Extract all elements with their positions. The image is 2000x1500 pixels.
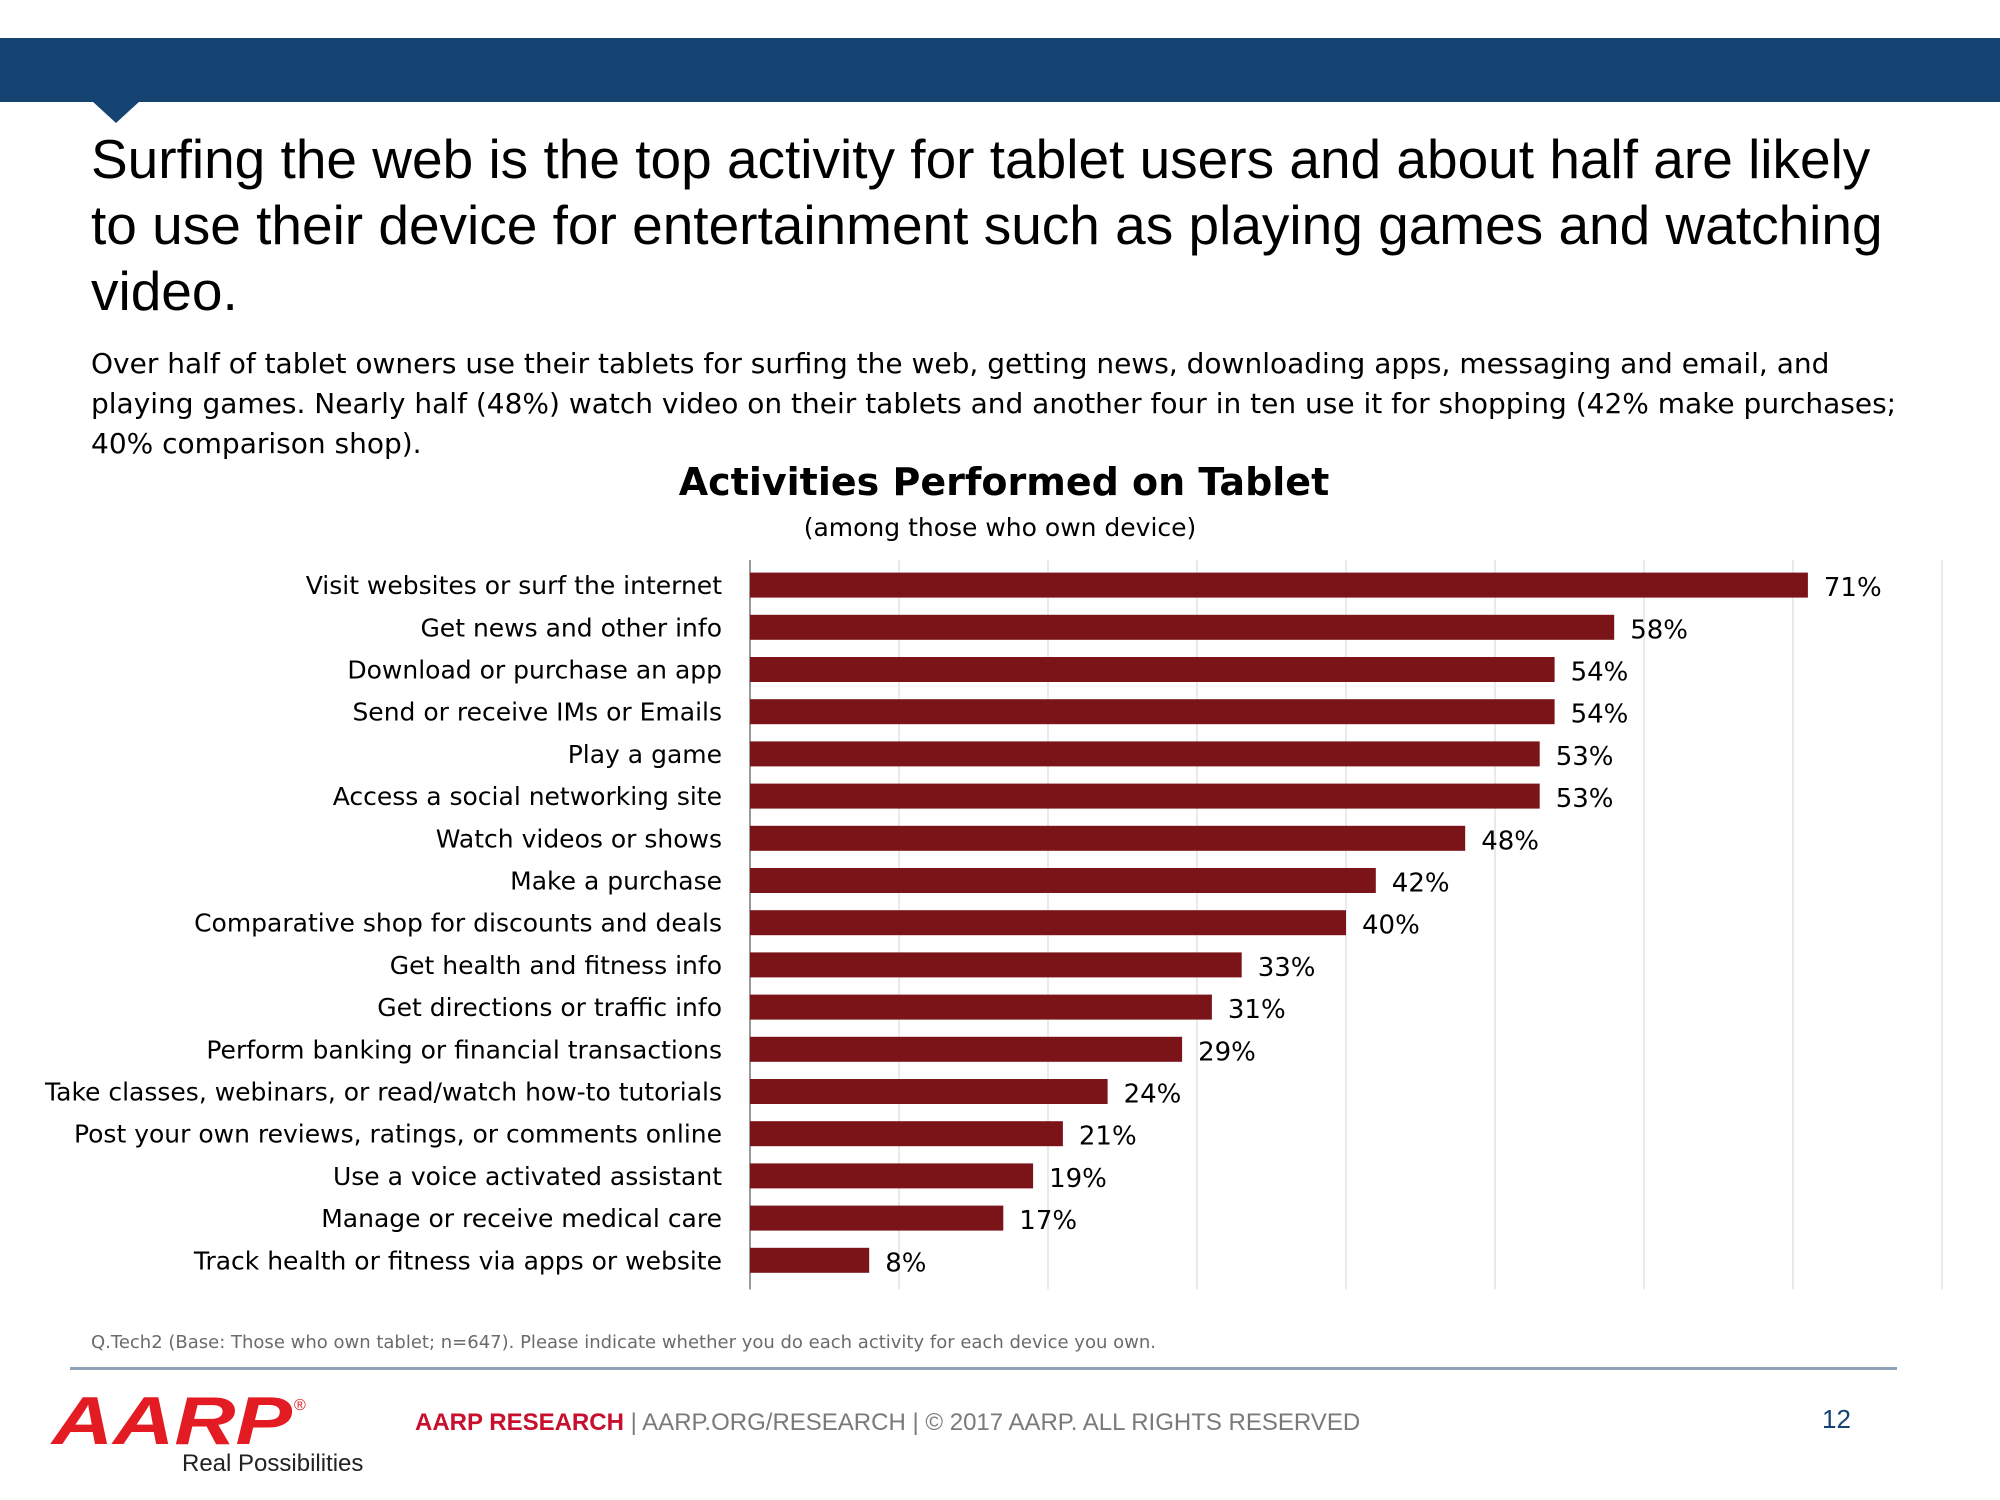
category-label: Get directions or traffic info [377,993,722,1022]
data-label: 48% [1481,826,1539,856]
category-label: Use a voice activated assistant [333,1162,722,1191]
aarp-logo-registered: ® [294,1397,306,1414]
category-label: Access a social networking site [333,782,722,811]
data-label: 8% [885,1248,926,1278]
category-label: Send or receive IMs or Emails [352,698,722,727]
bar [750,741,1540,767]
category-label: Get health and fitness info [390,951,722,980]
footer-divider [70,1367,1897,1370]
category-label: Manage or receive medical care [321,1204,722,1233]
slide-headline: Surfing the web is the top activity for … [91,128,1883,322]
bar [750,614,1615,640]
bar [750,1079,1108,1104]
category-label: Visit websites or surf the internet [306,571,722,600]
footer-separator-2: | [912,1409,919,1436]
category-label: Watch videos or shows [436,824,722,853]
data-label: 58% [1630,615,1688,645]
footnote: Q.Tech2 (Base: Those who own tablet; n=6… [91,1332,1156,1353]
chart-subtitle: (among those who own device) [803,513,1197,542]
bar [750,910,1346,936]
data-label: 53% [1556,742,1614,772]
aarp-logo: AARP ® [50,1388,306,1450]
data-label: 42% [1392,869,1450,899]
category-label: Make a purchase [510,867,722,896]
footer-copyright: © 2017 AARP. ALL RIGHTS RESERVED [925,1409,1361,1436]
header-band-notch [92,101,140,123]
bar [750,783,1540,809]
data-label: 71% [1824,573,1882,603]
category-label: Track health or fitness via apps or webs… [193,1246,722,1275]
data-label: 17% [1019,1206,1077,1236]
chart-title: Activities Performed on Tablet [678,460,1330,504]
data-label: 54% [1571,700,1629,730]
page-number: 12 [1822,1404,1851,1434]
bar [750,825,1466,851]
bar [750,1121,1063,1147]
data-label: 21% [1079,1122,1137,1152]
category-label: Perform banking or financial transaction… [206,1035,722,1064]
bar [750,994,1212,1020]
data-label: 24% [1124,1080,1182,1110]
category-label: Download or purchase an app [347,656,722,685]
bar [750,657,1555,682]
footer-site: AARP.ORG/RESEARCH [642,1409,906,1436]
data-label: 53% [1556,784,1614,814]
aarp-logo-wordmark: AARP [50,1388,293,1450]
bar [750,1036,1183,1062]
bar [750,699,1555,725]
header-band [0,38,2000,102]
bar [750,1247,870,1273]
bar-chart: Visit websites or surf the internet 71% Ge… [44,560,1943,1290]
data-label: 19% [1049,1164,1107,1194]
category-label: Get news and other info [420,613,722,642]
category-label: Play a game [568,740,722,769]
bar [750,1163,1034,1189]
footer-brand: AARP RESEARCH [415,1409,624,1436]
category-label: Comparative shop for discounts and deals [194,909,722,938]
category-label: Post your own reviews, ratings, or comme… [74,1120,722,1149]
footer-separator-1: | [630,1409,637,1436]
bar [750,1205,1004,1231]
bar [750,952,1242,978]
data-label: 31% [1228,995,1286,1025]
data-label: 54% [1571,658,1629,688]
category-label: Take classes, webinars, or read/watch ho… [44,1078,722,1107]
logo-tagline: Real Possibilities [182,1450,364,1477]
bar [750,572,1808,598]
bar [750,868,1376,893]
slide-summary: Over half of tablet owners use their tab… [91,347,1897,460]
data-label: 29% [1198,1037,1256,1067]
data-label: 33% [1258,953,1316,983]
footer-text: AARP RESEARCH | AARP.ORG/RESEARCH | © 20… [415,1409,1360,1437]
data-label: 40% [1362,911,1420,941]
